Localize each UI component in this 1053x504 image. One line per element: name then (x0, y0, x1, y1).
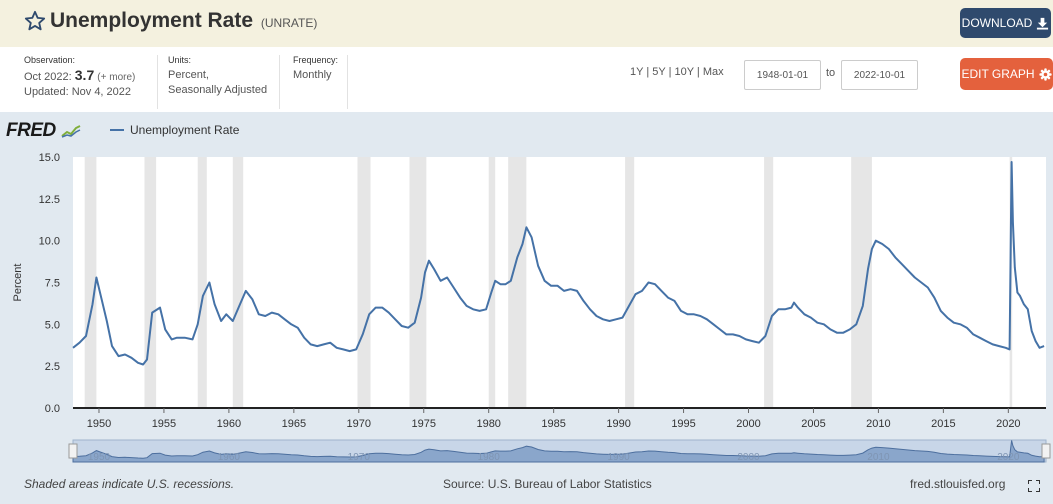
fullscreen-icon[interactable] (1028, 480, 1040, 492)
observation-label: Observation: (24, 55, 76, 65)
fred-logo-graph-icon (60, 123, 81, 138)
x-tick-label: 2015 (931, 418, 955, 430)
y-tick-label: 5.0 (45, 319, 60, 331)
frequency-value: Monthly (293, 69, 332, 81)
x-tick-label: 1980 (476, 418, 500, 430)
x-tick-label: 1970 (347, 418, 371, 430)
recession-band (409, 157, 427, 408)
series-line-unemployment-rate (72, 161, 1045, 366)
download-label: DOWNLOAD (961, 16, 1033, 30)
gear-icon (1038, 67, 1052, 81)
range-links: 1Y | 5Y | 10Y | Max (630, 66, 724, 78)
x-tick-label: 2020 (996, 418, 1020, 430)
source-text: Source: U.S. Bureau of Labor Statistics (443, 477, 652, 491)
units-line2: Seasonally Adjusted (168, 84, 268, 96)
navigator-tick-label: 2020 (997, 452, 1020, 463)
download-icon (1037, 17, 1049, 30)
navigator-tick-label: 2010 (867, 452, 890, 463)
range-5y[interactable]: 5Y (652, 66, 666, 78)
observation-line: Oct 2022: 3.7 (+ more) (24, 68, 157, 85)
units-block: Units: Percent, Seasonally Adjusted (168, 55, 280, 109)
recession-band (508, 157, 527, 408)
recession-band (144, 157, 157, 408)
units-label: Units: (168, 55, 192, 65)
x-tick-label: 2005 (801, 418, 825, 430)
observation-more-link[interactable]: (+ more) (97, 72, 136, 83)
y-tick-label: 2.5 (45, 361, 60, 373)
download-button[interactable]: DOWNLOAD (960, 8, 1051, 38)
x-tick-label: 1950 (87, 418, 111, 430)
navigator-tick-label: 1980 (478, 452, 501, 463)
frequency-block: Frequency: Monthly (293, 55, 348, 109)
navigator-tick-label: 2000 (737, 452, 760, 463)
navigator-area (72, 440, 1045, 463)
chart-container: 0.0 2.5 5.0 7.5 10.0 12.5 15.0 Percent 1950 1955 1… (0, 112, 1053, 504)
y-tick-label: 10.0 (39, 236, 60, 248)
legend-label: Unemployment Rate (130, 123, 240, 137)
chart-legend: Unemployment Rate (110, 123, 239, 137)
navigator-tick-label: 1960 (218, 452, 241, 463)
x-tick-label: 1955 (152, 418, 176, 430)
range-1y[interactable]: 1Y (630, 66, 644, 78)
recession-band (357, 157, 371, 408)
line-chart: 0.0 2.5 5.0 7.5 10.0 12.5 15.0 Percent 1950 1955 1… (12, 152, 1051, 463)
range-max[interactable]: Max (702, 66, 724, 78)
y-tick-label: 0.0 (45, 403, 60, 415)
recession-band (764, 157, 774, 408)
series-code: (UNRATE) (260, 16, 318, 30)
frequency-label: Frequency: (293, 55, 339, 65)
site-link[interactable]: fred.stlouisfed.org (910, 477, 1006, 491)
start-date-input[interactable]: 1948-01-01 (744, 60, 821, 90)
range-10y[interactable]: 10Y (674, 66, 694, 78)
recession-band (851, 157, 872, 408)
observation-block: Observation: Oct 2022: 3.7 (+ more) Upda… (24, 55, 158, 109)
x-tick-label: 1965 (282, 418, 306, 430)
series-meta: Observation: Oct 2022: 3.7 (+ more) Upda… (0, 47, 1053, 112)
recession-note: Shaded areas indicate U.S. recessions. (24, 477, 235, 491)
navigator-tick-label: 1950 (88, 452, 111, 463)
x-tick-label: 1985 (541, 418, 565, 430)
y-tick-label: 7.5 (45, 278, 60, 290)
observation-value: 3.7 (74, 67, 95, 83)
edit-graph-button[interactable]: EDIT GRAPH (960, 58, 1053, 90)
x-tick-label: 1995 (671, 418, 695, 430)
recession-band (232, 157, 244, 408)
navigator-handle (1041, 443, 1051, 459)
to-label: to (826, 67, 836, 79)
x-tick-label: 2000 (736, 418, 760, 430)
navigator-handle (68, 443, 78, 459)
legend-swatch (110, 129, 124, 131)
updated-date: Updated: Nov 4, 2022 (24, 86, 132, 98)
recession-band (84, 157, 97, 408)
y-axis-label: Percent (12, 264, 24, 302)
units-line1: Percent, (168, 69, 209, 81)
recession-band (625, 157, 635, 408)
x-tick-label: 1990 (606, 418, 630, 430)
series-title: Unemployment Rate (50, 9, 254, 32)
edit-graph-label: EDIT GRAPH (961, 67, 1035, 81)
fred-logo-text: FRED (6, 120, 56, 141)
page-title: Unemployment Rate (UNRATE) (50, 9, 317, 33)
plot-background (73, 157, 1046, 408)
recession-band (488, 157, 496, 408)
x-tick-label: 2010 (866, 418, 890, 430)
series-header: Unemployment Rate (UNRATE) DOWNLOAD (0, 0, 1053, 47)
star-icon[interactable] (24, 10, 46, 32)
navigator-tick-label: 1990 (607, 452, 630, 463)
observation-date: Oct 2022: (24, 71, 72, 83)
x-tick-label: 1960 (217, 418, 241, 430)
recession-band (197, 157, 207, 408)
navigator-tick-label: 1970 (348, 452, 371, 463)
end-date-input[interactable]: 2022-10-01 (841, 60, 918, 90)
y-tick-label: 15.0 (39, 152, 60, 164)
y-tick-label: 12.5 (39, 194, 60, 206)
fred-logo: FRED (6, 120, 81, 142)
x-tick-label: 1975 (412, 418, 436, 430)
